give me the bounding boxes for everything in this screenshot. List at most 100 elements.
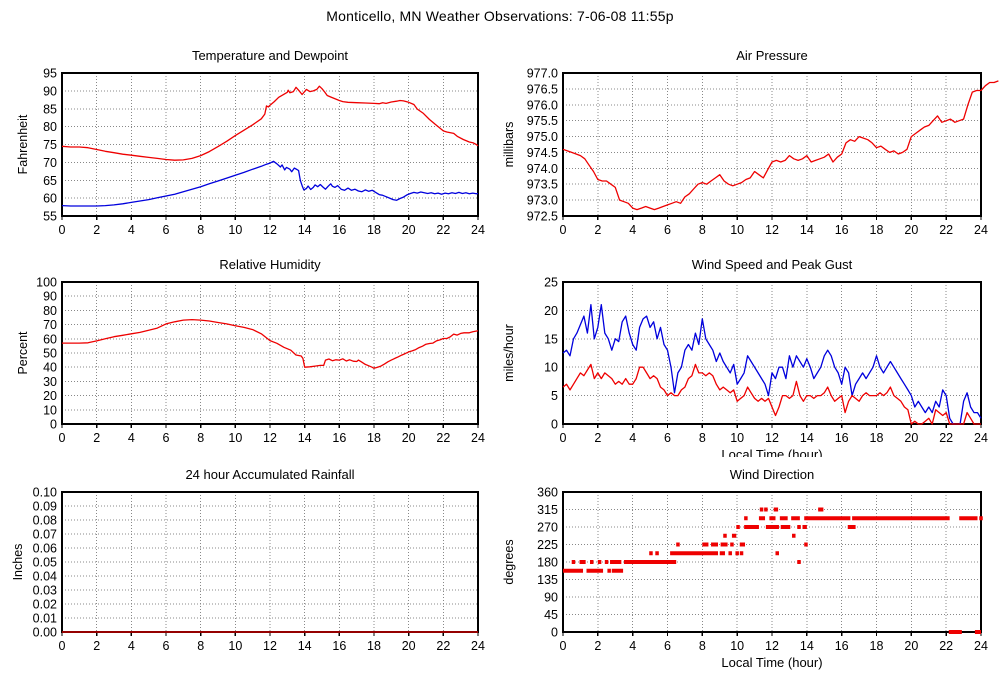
svg-text:975.5: 975.5 [527,114,558,128]
svg-text:8: 8 [197,431,204,445]
svg-text:0: 0 [551,418,558,432]
y-tick-labels: 0 45 90 135 180 225 270 315 360 [537,486,558,640]
svg-text:973.5: 973.5 [527,178,558,192]
svg-text:24: 24 [974,639,988,653]
svg-text:16: 16 [835,639,849,653]
svg-text:6: 6 [664,639,671,653]
svg-text:360: 360 [537,486,558,500]
svg-text:4: 4 [128,639,135,653]
svg-text:2: 2 [93,223,100,237]
grid [563,73,981,216]
y-axis-title: Inches [11,544,25,581]
chart-accumulated-rainfall: 0 2 4 6 8 10 12 14 16 18 20 22 24 0.00 0.01 0.02 0.03 0.0… [0,457,500,680]
svg-text:30: 30 [43,375,57,389]
svg-text:16: 16 [835,223,849,237]
svg-text:14: 14 [800,223,814,237]
svg-text:16: 16 [332,431,346,445]
x-tick-labels: 0 2 4 6 8 10 12 14 16 18 20 22 24 [560,223,988,237]
pressure-line [562,80,999,211]
x-axis-title: Local Time (hour) [721,655,822,670]
svg-text:16: 16 [332,639,346,653]
svg-text:225: 225 [537,538,558,552]
grid [62,492,478,632]
svg-text:70: 70 [43,318,57,332]
svg-text:4: 4 [128,431,135,445]
x-tick-marks [61,424,479,428]
svg-text:974.0: 974.0 [527,162,558,176]
svg-text:2: 2 [594,431,601,445]
svg-text:10: 10 [228,431,242,445]
svg-text:16: 16 [835,431,849,445]
svg-text:12: 12 [263,639,277,653]
humidity-line [62,318,479,369]
x-axis-title: Local Time (hour) [721,447,822,457]
chart-air-pressure: 0 2 4 6 8 10 12 14 16 18 20 22 24 972.5 973.0 973.5 974.… [500,38,1000,247]
svg-text:90: 90 [43,290,57,304]
svg-text:0: 0 [560,431,567,445]
svg-text:45: 45 [544,608,558,622]
svg-text:60: 60 [43,332,57,346]
x-tick-marks [61,216,479,220]
svg-text:976.5: 976.5 [527,82,558,96]
svg-text:4: 4 [629,223,636,237]
svg-text:15: 15 [544,332,558,346]
svg-text:18: 18 [870,639,884,653]
svg-text:0: 0 [560,223,567,237]
svg-text:0.03: 0.03 [33,584,57,598]
y-tick-labels: 0.000.010.020.030.040.050.060.070.080.09… [33,486,57,640]
svg-text:0.05: 0.05 [33,556,57,570]
svg-text:24: 24 [471,223,485,237]
svg-text:14: 14 [298,223,312,237]
page-title: Monticello, MN Weather Observations: 7-0… [326,8,674,24]
svg-text:12: 12 [263,223,277,237]
svg-text:0.01: 0.01 [33,612,57,626]
svg-text:22: 22 [436,223,450,237]
svg-text:977.0: 977.0 [527,67,558,81]
chart-relative-humidity: 0 2 4 6 8 10 12 14 16 18 20 22 24 0 10 20 30 40 50 60 70 80 90… [0,247,500,457]
temperature-dewpoint-plot: 0 2 4 6 8 10 12 14 16 18 20 22 24556065707580859095T… [16,48,485,237]
svg-text:14: 14 [800,639,814,653]
svg-text:6: 6 [163,639,170,653]
svg-text:8: 8 [197,223,204,237]
svg-text:2: 2 [93,639,100,653]
svg-text:20: 20 [43,389,57,403]
svg-text:90: 90 [544,591,558,605]
accumulated-rainfall-plot: 0 2 4 6 8 10 12 14 16 18 20 22 240.000.010.020.030.0… [11,467,485,653]
svg-text:100: 100 [36,276,57,290]
svg-text:270: 270 [537,521,558,535]
svg-text:40: 40 [43,361,57,375]
chart-title: 24 hour Accumulated Rainfall [185,467,354,482]
svg-text:0: 0 [59,223,66,237]
svg-text:972.5: 972.5 [527,210,558,224]
y-axis-title: millibars [502,122,516,168]
svg-text:20: 20 [904,431,918,445]
svg-text:0.04: 0.04 [33,570,57,584]
svg-text:12: 12 [765,639,779,653]
svg-text:5: 5 [551,389,558,403]
chart-wind-direction: 0 2 4 6 8 10 12 14 16 18 20 22 24 0 45 90 135 180 225 270 31… [500,457,1000,680]
svg-text:80: 80 [43,120,57,134]
y-axis-title: degrees [502,539,516,584]
svg-text:24: 24 [471,431,485,445]
dewpoint-line [61,160,479,207]
svg-text:10: 10 [544,361,558,375]
svg-text:0: 0 [50,418,57,432]
svg-text:20: 20 [402,639,416,653]
svg-text:12: 12 [765,223,779,237]
svg-text:0.10: 0.10 [33,486,57,500]
svg-text:18: 18 [870,431,884,445]
svg-text:22: 22 [436,431,450,445]
grid [563,282,981,424]
grid [62,282,478,424]
relative-humidity-plot: 0 2 4 6 8 10 12 14 16 18 20 22 240102030405060708090… [16,257,485,445]
svg-text:180: 180 [537,556,558,570]
svg-text:0: 0 [560,639,567,653]
svg-text:65: 65 [43,174,57,188]
svg-text:976.0: 976.0 [527,98,558,112]
svg-text:75: 75 [43,138,57,152]
x-tick-labels: 0 2 4 6 8 10 12 14 16 18 20 22 24 [560,639,988,653]
x-tick-labels: 0 2 4 6 8 10 12 14 16 18 20 22 24 [59,639,485,653]
chart-title: Temperature and Dewpoint [192,48,348,63]
svg-text:22: 22 [939,223,953,237]
